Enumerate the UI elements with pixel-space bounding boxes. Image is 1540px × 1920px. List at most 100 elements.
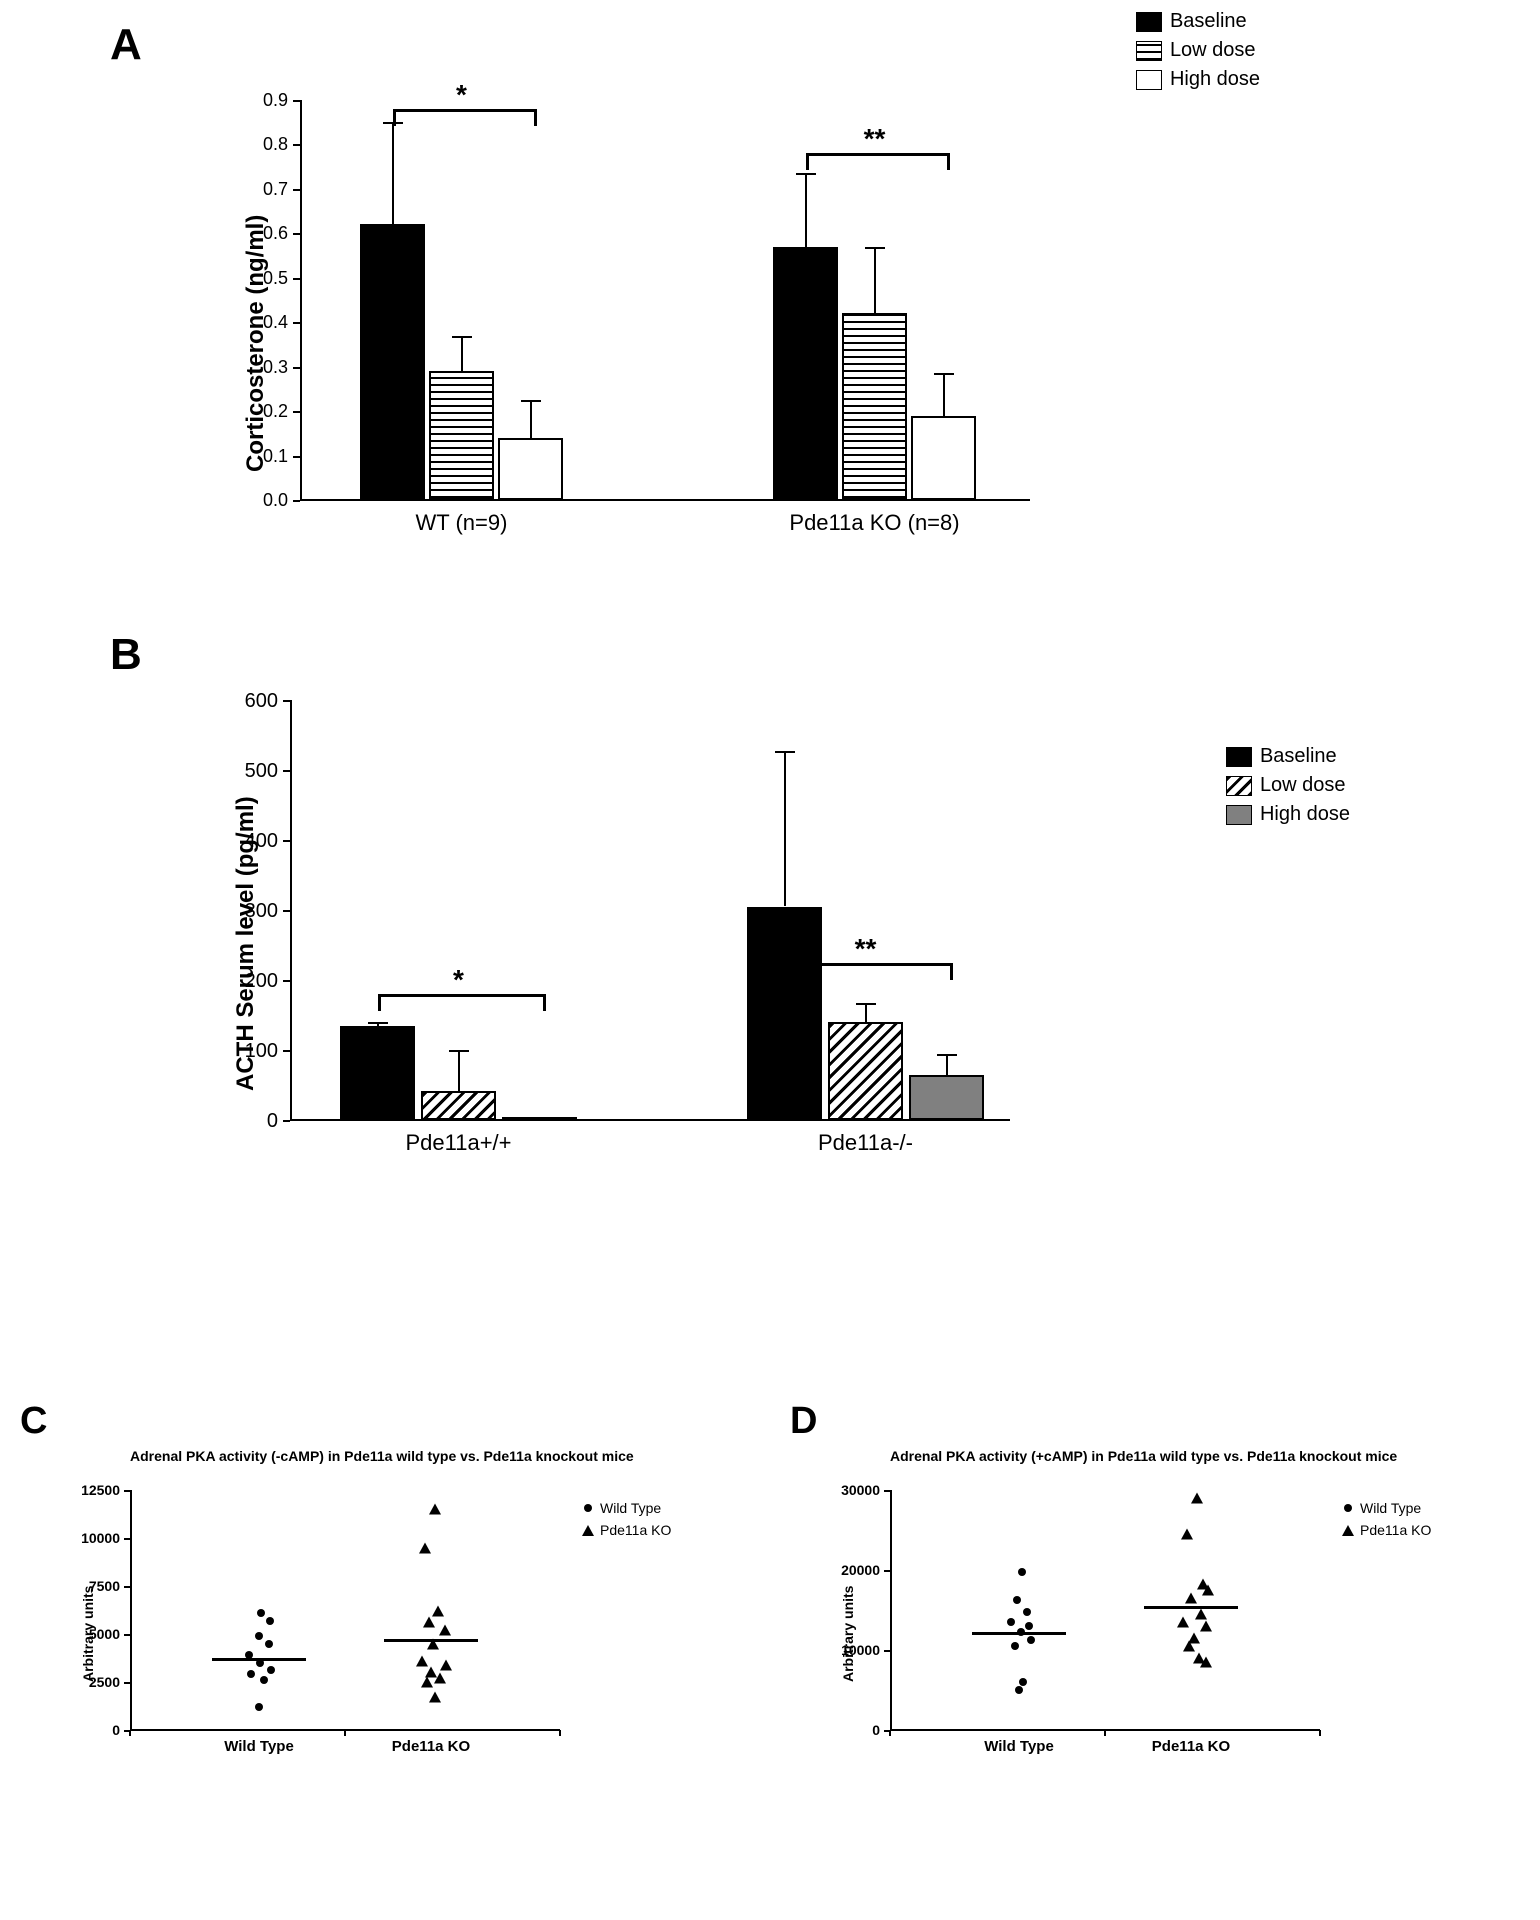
panel-a-legend: Baseline Low dose High dose bbox=[1136, 10, 1260, 97]
bar bbox=[498, 438, 563, 500]
legend-label: Baseline bbox=[1170, 10, 1247, 33]
y-tick-label: 100 bbox=[230, 1040, 278, 1063]
significance-bracket bbox=[785, 963, 953, 980]
y-tick bbox=[283, 1050, 290, 1052]
y-tick-label: 0.8 bbox=[240, 134, 288, 155]
data-point bbox=[419, 1542, 431, 1553]
x-tick bbox=[1104, 1730, 1106, 1736]
data-point bbox=[1019, 1678, 1027, 1686]
error-bar bbox=[392, 122, 394, 224]
error-cap bbox=[796, 173, 816, 175]
y-tick bbox=[283, 840, 290, 842]
y-tick-label: 0.2 bbox=[240, 401, 288, 422]
legend-item: Low dose bbox=[1136, 39, 1260, 62]
y-tick bbox=[884, 1490, 890, 1492]
y-tick bbox=[283, 1120, 290, 1122]
legend-item: High dose bbox=[1226, 803, 1350, 826]
y-tick bbox=[884, 1650, 890, 1652]
bar bbox=[911, 416, 976, 500]
legend-item: Pde11a KO bbox=[580, 1522, 671, 1538]
error-cap bbox=[937, 1054, 957, 1056]
y-axis-line bbox=[890, 1490, 892, 1730]
data-point bbox=[255, 1703, 263, 1711]
panel-d-legend: Wild TypePde11a KO bbox=[1340, 1500, 1431, 1544]
panel-c-wrap: C Adrenal PKA activity (-cAMP) in Pde11a… bbox=[20, 1400, 750, 1820]
x-category-label: Pde11a-/- bbox=[727, 1130, 1004, 1156]
legend-item: Low dose bbox=[1226, 774, 1350, 797]
error-cap bbox=[865, 247, 885, 249]
acth-chart: ACTH Serum level (pg/ml)0100200300400500… bbox=[290, 700, 1010, 1120]
panel-cd-row: C Adrenal PKA activity (-cAMP) in Pde11a… bbox=[20, 1400, 1520, 1820]
y-tick bbox=[293, 278, 300, 280]
data-point bbox=[1018, 1568, 1026, 1576]
y-tick-label: 500 bbox=[230, 760, 278, 783]
data-point bbox=[1011, 1642, 1019, 1650]
y-tick-label: 0.5 bbox=[240, 268, 288, 289]
y-tick bbox=[283, 980, 290, 982]
data-point bbox=[266, 1617, 274, 1625]
panel-a-row: A Baseline Low dose High dose Corticoste… bbox=[20, 20, 1520, 560]
bar bbox=[360, 224, 425, 500]
error-cap bbox=[449, 1050, 469, 1052]
y-tick-label: 7500 bbox=[70, 1578, 120, 1594]
y-tick-label: 400 bbox=[230, 830, 278, 853]
data-point bbox=[1191, 1493, 1203, 1504]
y-tick bbox=[293, 322, 300, 324]
data-point bbox=[432, 1605, 444, 1616]
y-tick-label: 12500 bbox=[70, 1482, 120, 1498]
data-point bbox=[267, 1666, 275, 1674]
y-tick bbox=[293, 500, 300, 502]
legend-label: Baseline bbox=[1260, 745, 1337, 768]
panel-c-legend: Wild TypePde11a KO bbox=[580, 1500, 671, 1544]
x-tick bbox=[559, 1730, 561, 1736]
panel-b-row: B Baseline Low dose High dose ACTH Serum… bbox=[20, 630, 1520, 1250]
significance-label: ** bbox=[846, 933, 886, 965]
y-tick bbox=[124, 1538, 130, 1540]
panel-d-wrap: D Adrenal PKA activity (+cAMP) in Pde11a… bbox=[770, 1400, 1520, 1820]
x-category-label: Wild Type bbox=[199, 1738, 319, 1755]
x-tick bbox=[1319, 1730, 1321, 1736]
legend-item: High dose bbox=[1136, 68, 1260, 91]
y-axis-line bbox=[130, 1490, 132, 1730]
data-point bbox=[1177, 1617, 1189, 1628]
data-point bbox=[265, 1640, 273, 1648]
data-point bbox=[1185, 1593, 1197, 1604]
y-tick bbox=[283, 770, 290, 772]
legend-marker-dot bbox=[1344, 1504, 1352, 1512]
y-tick-label: 0 bbox=[70, 1722, 120, 1738]
legend-swatch bbox=[1136, 70, 1162, 90]
legend-swatch bbox=[1226, 805, 1252, 825]
y-tick-label: 5000 bbox=[70, 1626, 120, 1642]
error-bar bbox=[865, 1003, 867, 1022]
y-tick bbox=[124, 1586, 130, 1588]
data-point bbox=[255, 1632, 263, 1640]
significance-label: * bbox=[442, 79, 482, 111]
y-tick-label: 0.9 bbox=[240, 90, 288, 111]
data-point bbox=[1025, 1622, 1033, 1630]
y-tick bbox=[293, 411, 300, 413]
median-line bbox=[1144, 1606, 1239, 1609]
significance-bracket bbox=[806, 153, 950, 170]
data-point bbox=[429, 1504, 441, 1515]
data-point bbox=[1007, 1618, 1015, 1626]
panel-c-label: C bbox=[20, 1400, 47, 1443]
bar bbox=[842, 313, 907, 500]
legend-swatch bbox=[1136, 12, 1162, 32]
data-point bbox=[1017, 1628, 1025, 1636]
data-point bbox=[1023, 1608, 1031, 1616]
error-bar bbox=[461, 336, 463, 372]
y-tick-label: 600 bbox=[230, 690, 278, 713]
error-bar bbox=[805, 173, 807, 246]
y-tick bbox=[283, 910, 290, 912]
significance-bracket bbox=[393, 109, 537, 126]
data-point bbox=[440, 1659, 452, 1670]
data-point bbox=[247, 1670, 255, 1678]
error-cap bbox=[521, 400, 541, 402]
y-tick-label: 0.1 bbox=[240, 446, 288, 467]
error-bar bbox=[458, 1050, 460, 1091]
legend-item: Pde11a KO bbox=[1340, 1522, 1431, 1538]
legend-swatch bbox=[1226, 747, 1252, 767]
error-cap bbox=[368, 1022, 388, 1024]
y-tick bbox=[283, 700, 290, 702]
legend-item: Baseline bbox=[1136, 10, 1260, 33]
